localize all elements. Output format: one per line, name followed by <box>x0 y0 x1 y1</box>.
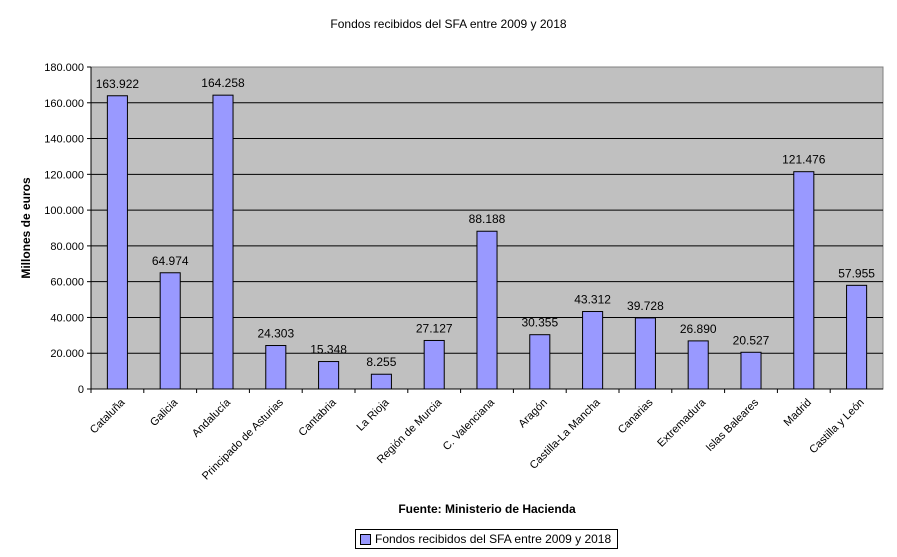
bar <box>106 95 128 390</box>
data-label: 121.476 <box>782 153 826 167</box>
bar <box>793 171 815 390</box>
data-label: 24.303 <box>257 327 294 341</box>
x-category-label: C. Valenciana <box>441 396 498 453</box>
y-tick-label: 160.000 <box>44 98 84 110</box>
data-label: 20.527 <box>733 333 770 347</box>
bar <box>687 340 709 390</box>
y-tick-label: 80.000 <box>50 241 84 253</box>
x-category-label: Andalucía <box>190 396 234 440</box>
data-label: 43.312 <box>574 293 611 307</box>
data-label: 88.188 <box>469 212 506 226</box>
bar <box>370 373 392 390</box>
legend-label: Fondos recibidos del SFA entre 2009 y 20… <box>375 532 612 546</box>
x-category-label: Castilla y León <box>807 397 867 457</box>
data-label: 26.890 <box>680 322 717 336</box>
bar <box>740 351 762 390</box>
data-label: 8.255 <box>366 355 396 369</box>
data-label: 30.355 <box>521 316 558 330</box>
data-label: 39.728 <box>627 299 664 313</box>
y-tick-label: 0 <box>78 384 84 396</box>
data-label: 163.922 <box>96 77 140 91</box>
bar <box>318 361 340 390</box>
bar <box>423 339 445 390</box>
x-category-label: Cantabria <box>297 396 340 439</box>
data-label: 15.348 <box>310 343 347 357</box>
x-category-label: Madrid <box>782 397 814 429</box>
y-tick-label: 100.000 <box>44 205 84 217</box>
y-tick-label: 140.000 <box>44 134 84 146</box>
x-category-label: Aragón <box>516 397 550 431</box>
data-label: 27.127 <box>416 321 453 335</box>
legend: Fondos recibidos del SFA entre 2009 y 20… <box>355 529 618 549</box>
x-category-label: La Rioja <box>354 396 392 434</box>
y-tick-label: 20.000 <box>50 348 84 360</box>
bar <box>846 284 868 390</box>
bar <box>159 272 181 390</box>
bar <box>212 94 234 390</box>
x-category-label: Cataluña <box>88 396 128 436</box>
y-tick-label: 180.000 <box>44 62 84 74</box>
x-category-label: Galicia <box>148 396 181 429</box>
x-category-label: Canarias <box>616 396 656 436</box>
y-axis-title: Millones de euros <box>19 177 33 279</box>
bars <box>106 94 868 390</box>
bar <box>265 345 287 390</box>
bar <box>476 230 498 390</box>
data-label: 164.258 <box>201 76 245 90</box>
y-tick-label: 40.000 <box>50 312 84 324</box>
x-axis-title: Fuente: Ministerio de Hacienda <box>398 502 576 516</box>
legend-swatch <box>360 533 371 545</box>
data-label: 64.974 <box>152 254 189 268</box>
y-tick-label: 60.000 <box>50 277 84 289</box>
bar <box>634 317 656 390</box>
data-label: 57.955 <box>838 266 875 280</box>
x-category-label: Extremadura <box>655 396 709 450</box>
chart-title: Fondos recibidos del SFA entre 2009 y 20… <box>330 17 567 31</box>
data-labels: 163.922 64.974 164.258 24.303 15.348 8.255 27.… <box>96 76 876 369</box>
y-tick-label: 120.000 <box>44 169 84 181</box>
bar <box>582 311 604 390</box>
bar-chart: 0 20.000 40.000 60.000 80.000 100.000 120.000 1… <box>19 62 884 516</box>
bar <box>529 334 551 390</box>
x-category-label: Islas Baleares <box>704 396 762 454</box>
